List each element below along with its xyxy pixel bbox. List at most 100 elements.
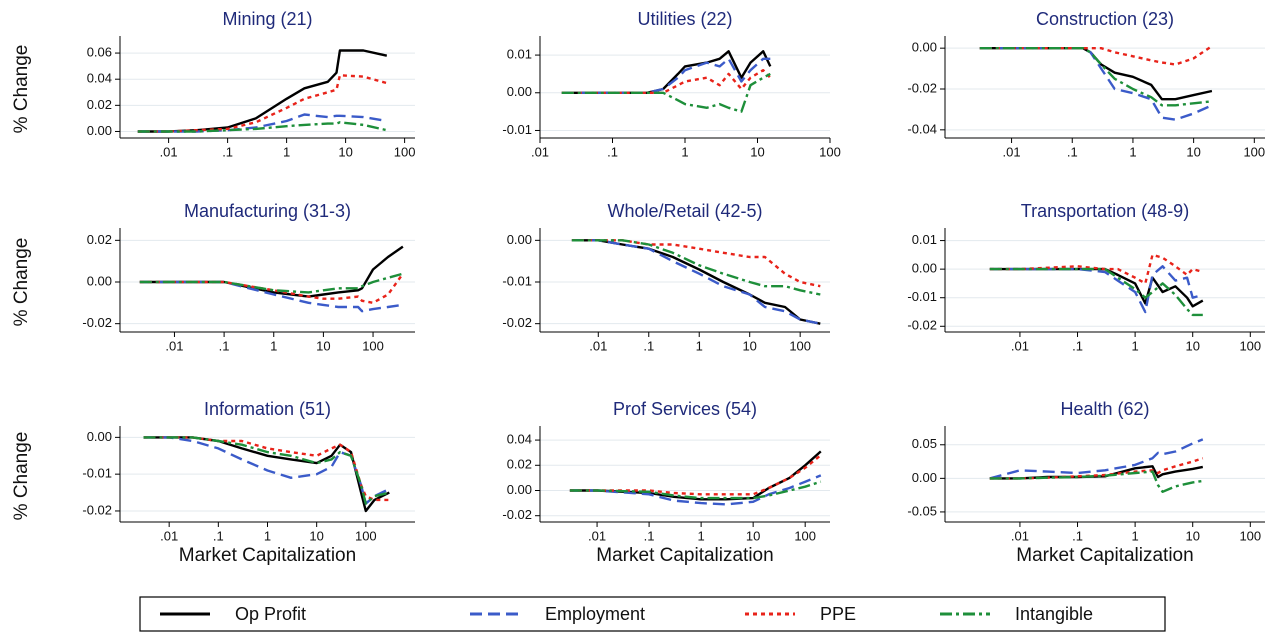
y-axis-label: % Change [11, 238, 32, 327]
x-tick-label: 1 [264, 528, 271, 543]
x-tick-label: 10 [1185, 338, 1199, 353]
y-tick-label: 0.00 [507, 482, 532, 497]
x-tick-label: 1 [681, 144, 688, 159]
x-tick-label: 100 [1243, 144, 1265, 159]
series-line [139, 273, 404, 304]
series-line [989, 438, 1204, 480]
series-line [137, 121, 388, 133]
x-tick-label: .1 [1072, 338, 1083, 353]
y-tick-label: -0.01 [82, 466, 112, 481]
x-tick-label: 10 [1186, 144, 1200, 159]
series-line [571, 239, 821, 288]
x-tick-label: 10 [316, 338, 330, 353]
y-tick-label: 0.00 [912, 261, 937, 276]
x-tick-label: 10 [750, 144, 764, 159]
series-line [561, 69, 772, 94]
series-line [989, 457, 1204, 480]
y-tick-label: 0.00 [87, 273, 112, 288]
x-tick-label: .01 [531, 144, 549, 159]
x-tick-label: .01 [160, 528, 178, 543]
panel-title: Mining (21) [222, 9, 312, 29]
y-tick-label: -0.02 [907, 80, 937, 95]
y-tick-label: 0.00 [507, 84, 532, 99]
x-tick-label: 100 [794, 528, 816, 543]
series-line [569, 474, 822, 506]
x-tick-label: .01 [589, 338, 607, 353]
y-tick-label: 0.02 [87, 232, 112, 247]
y-tick-label: -0.01 [502, 122, 532, 137]
y-tick-label: 0.01 [507, 47, 532, 62]
x-tick-label: .1 [607, 144, 618, 159]
y-tick-label: -0.01 [907, 289, 937, 304]
x-tick-label: .01 [1011, 338, 1029, 353]
series-line [989, 265, 1204, 314]
x-tick-label: .1 [643, 338, 654, 353]
panel-title: Information (51) [204, 399, 331, 419]
y-tick-label: 0.01 [912, 232, 937, 247]
legend-label: Op Profit [235, 604, 306, 624]
y-tick-label: -0.04 [907, 121, 937, 136]
x-tick-label: 100 [1239, 338, 1261, 353]
series-line [569, 454, 822, 496]
x-tick-label: 10 [309, 528, 323, 543]
panel-title: Utilities (22) [637, 9, 732, 29]
y-tick-label: -0.02 [502, 315, 532, 330]
panel-title: Prof Services (54) [613, 399, 757, 419]
y-tick-label: 0.04 [507, 432, 532, 447]
y-axis-label: % Change [11, 432, 32, 521]
x-axis-label: Market Capitalization [1016, 545, 1193, 566]
series-line [143, 436, 390, 502]
y-tick-label: 0.00 [912, 470, 937, 485]
series-line [989, 470, 1203, 493]
x-tick-label: .01 [165, 338, 183, 353]
x-tick-label: 1 [1129, 144, 1136, 159]
x-tick-label: 10 [742, 338, 756, 353]
x-tick-label: 1 [270, 338, 277, 353]
legend-label: PPE [820, 604, 856, 624]
series-line [571, 239, 821, 296]
series-line [137, 74, 388, 133]
series-line [571, 239, 821, 325]
x-axis-label: Market Capitalization [179, 545, 356, 566]
y-tick-label: 0.00 [912, 40, 937, 55]
series-line [989, 267, 1203, 317]
series-line [561, 57, 771, 94]
panel-title: Manufacturing (31-3) [184, 201, 351, 221]
x-tick-label: .1 [1072, 528, 1083, 543]
series-line [569, 480, 822, 500]
x-tick-label: .1 [219, 338, 230, 353]
y-tick-label: -0.01 [502, 273, 532, 288]
x-tick-label: 1 [1131, 338, 1138, 353]
x-tick-label: .01 [1011, 528, 1029, 543]
panel-title: Construction (23) [1036, 9, 1174, 29]
panel-title: Transportation (48-9) [1021, 201, 1189, 221]
series-line [979, 47, 1213, 107]
x-tick-label: 1 [698, 528, 705, 543]
legend-label: Intangible [1015, 604, 1093, 624]
x-tick-label: 10 [338, 144, 352, 159]
x-tick-label: 100 [789, 338, 811, 353]
y-tick-label: -0.02 [82, 315, 112, 330]
y-tick-label: 0.06 [87, 45, 112, 60]
y-tick-label: 0.02 [87, 97, 112, 112]
x-tick-label: 10 [746, 528, 760, 543]
y-tick-label: 0.00 [87, 123, 112, 138]
series-line [143, 436, 390, 505]
y-tick-label: 0.05 [912, 436, 937, 451]
x-tick-label: 1 [283, 144, 290, 159]
panel-title: Health (62) [1060, 399, 1149, 419]
legend-label: Employment [545, 604, 645, 624]
y-tick-label: -0.05 [907, 503, 937, 518]
x-tick-label: 1 [696, 338, 703, 353]
series-line [561, 72, 771, 113]
x-tick-label: 100 [394, 144, 416, 159]
x-tick-label: .01 [160, 144, 178, 159]
x-tick-label: .1 [1067, 144, 1078, 159]
y-tick-label: -0.02 [82, 502, 112, 517]
x-tick-label: 100 [362, 338, 384, 353]
panel-title: Whole/Retail (42-5) [607, 201, 762, 221]
y-tick-label: 0.04 [87, 71, 112, 86]
x-tick-label: 100 [1239, 528, 1261, 543]
x-tick-label: .01 [588, 528, 606, 543]
